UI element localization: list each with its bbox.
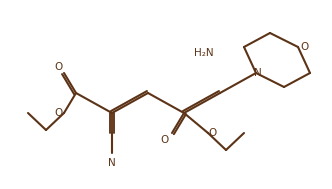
Text: H₂N: H₂N <box>194 48 214 58</box>
Text: O: O <box>55 108 63 118</box>
Text: O: O <box>301 42 309 52</box>
Text: O: O <box>55 62 63 72</box>
Text: N: N <box>108 158 116 168</box>
Text: O: O <box>209 128 217 138</box>
Text: N: N <box>254 68 262 78</box>
Text: O: O <box>161 135 169 145</box>
